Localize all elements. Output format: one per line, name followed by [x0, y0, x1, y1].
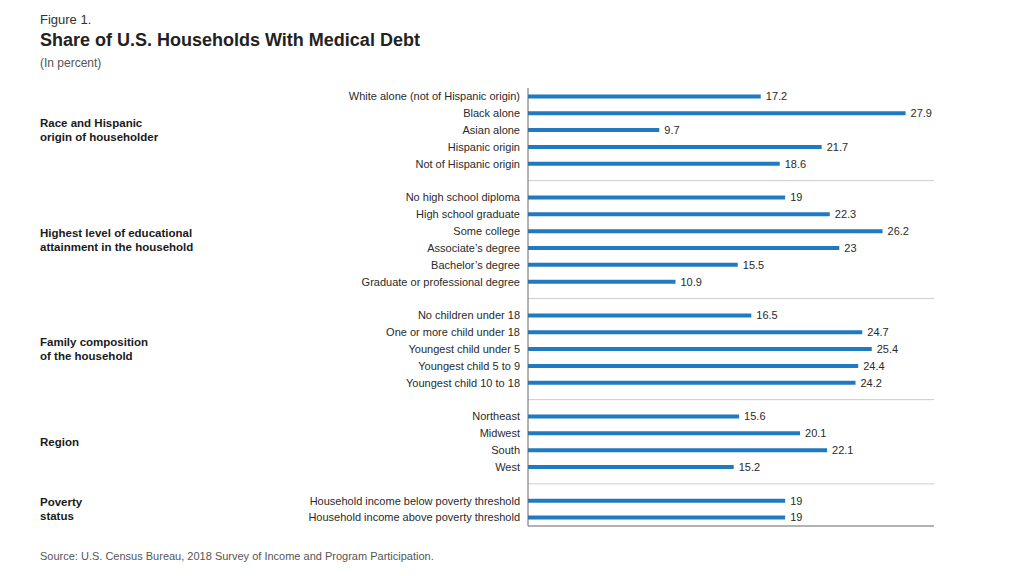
svg-text:24.7: 24.7 [867, 326, 888, 338]
svg-text:Graduate or professional degre: Graduate or professional degree [362, 276, 520, 288]
svg-text:22.1: 22.1 [832, 444, 853, 456]
svg-text:South: South [491, 444, 520, 456]
svg-text:21.7: 21.7 [827, 141, 848, 153]
svg-text:18.6: 18.6 [785, 158, 806, 170]
svg-text:White alone (not of Hispanic o: White alone (not of Hispanic origin) [349, 90, 520, 102]
svg-text:Northeast: Northeast [472, 410, 520, 422]
html-text:(In percent): (In percent) [40, 56, 102, 70]
svg-text:Associate’s degree: Associate’s degree [427, 242, 520, 254]
svg-text:25.4: 25.4 [877, 343, 898, 355]
svg-text:15.5: 15.5 [743, 259, 764, 271]
svg-text:24.4: 24.4 [863, 360, 884, 372]
svg-text:16.5: 16.5 [756, 309, 777, 321]
html-text:Family composition of the hous: Family composition of the household [40, 336, 148, 363]
svg-text:22.3: 22.3 [835, 208, 856, 220]
svg-text:19: 19 [790, 495, 802, 507]
svg-text:15.2: 15.2 [739, 461, 760, 473]
svg-text:No children under 18: No children under 18 [418, 309, 520, 321]
html-text:Share of U.S. Households With: Share of U.S. Households With Medical De… [40, 30, 420, 50]
svg-text:19: 19 [790, 511, 802, 523]
svg-text:27.9: 27.9 [911, 107, 932, 119]
html-text:Highest level of educational a: Highest level of educational attainment … [40, 226, 194, 253]
svg-text:23: 23 [844, 242, 856, 254]
html-text:Region: Region [40, 435, 79, 448]
svg-text:20.1: 20.1 [805, 427, 826, 439]
svg-text:9.7: 9.7 [664, 124, 679, 136]
html-text:Poverty status: Poverty status [40, 496, 83, 523]
svg-text:Asian alone: Asian alone [463, 124, 521, 136]
svg-text:24.2: 24.2 [861, 377, 882, 389]
svg-text:Hispanic origin: Hispanic origin [448, 141, 520, 153]
svg-text:Black alone: Black alone [463, 107, 520, 119]
svg-text:High school graduate: High school graduate [416, 208, 520, 220]
svg-text:Youngest child 5 to 9: Youngest child 5 to 9 [418, 360, 520, 372]
svg-text:15.6: 15.6 [744, 410, 765, 422]
svg-text:No high school diploma: No high school diploma [406, 191, 521, 203]
svg-text:19: 19 [790, 191, 802, 203]
svg-text:West: West [495, 461, 520, 473]
svg-text:Midwest: Midwest [480, 427, 520, 439]
svg-text:Youngest child 10 to 18: Youngest child 10 to 18 [406, 377, 520, 389]
svg-text:10.9: 10.9 [681, 276, 702, 288]
html-text:Figure 1.: Figure 1. [40, 12, 92, 27]
svg-text:Bachelor’s degree: Bachelor’s degree [431, 259, 520, 271]
svg-text:Not of Hispanic origin: Not of Hispanic origin [415, 158, 520, 170]
svg-text:Household income above poverty: Household income above poverty threshold [308, 511, 520, 523]
html-text:Source: U.S. Census Bureau, 20: Source: U.S. Census Bureau, 2018 Survey … [40, 550, 434, 562]
svg-text:Some college: Some college [453, 225, 520, 237]
svg-text:26.2: 26.2 [888, 225, 909, 237]
svg-text:Household income below poverty: Household income below poverty threshold [310, 495, 520, 507]
svg-text:One or more child under 18: One or more child under 18 [386, 326, 520, 338]
svg-text:Youngest child under 5: Youngest child under 5 [408, 343, 520, 355]
svg-text:17.2: 17.2 [766, 90, 787, 102]
html-text:Race and Hispanic origin of ho: Race and Hispanic origin of householder [40, 117, 159, 144]
